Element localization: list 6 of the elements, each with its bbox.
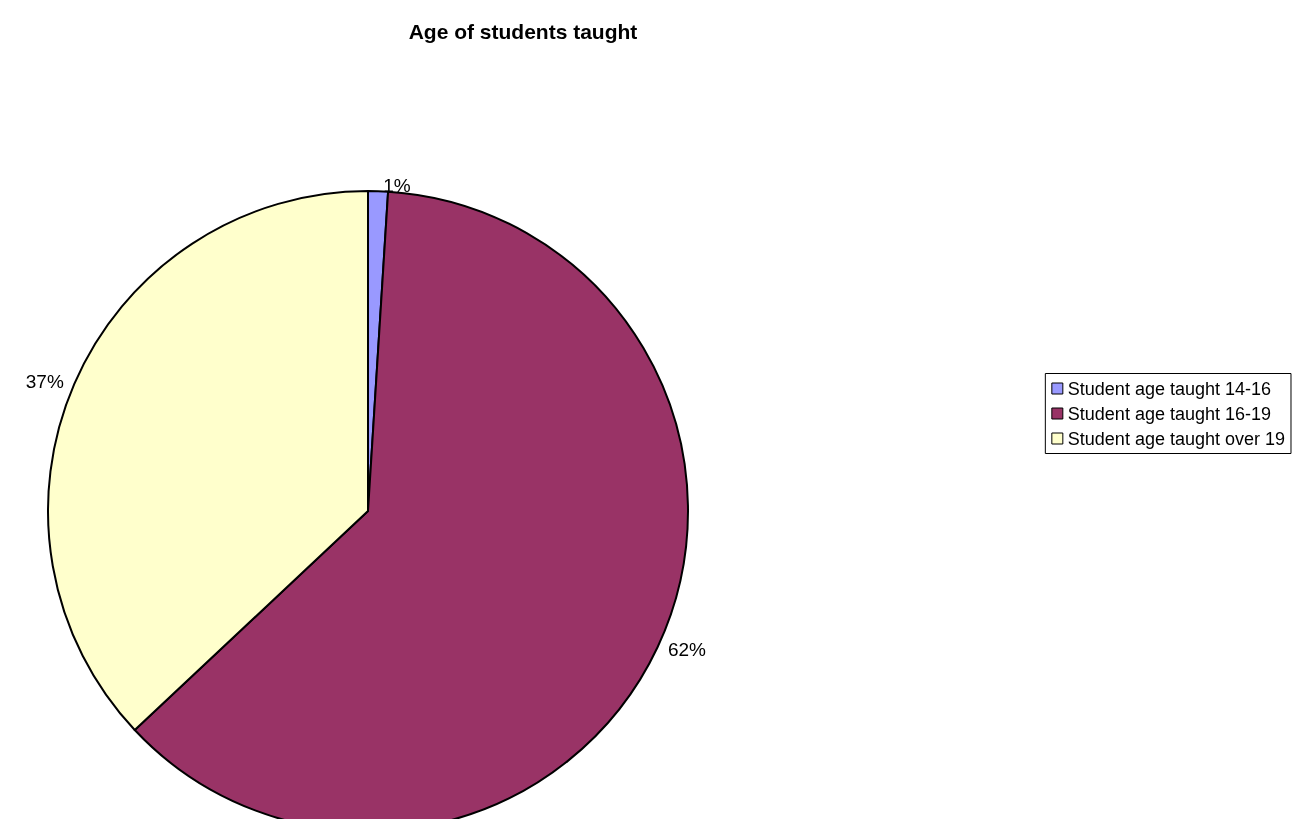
- legend-label: Student age taught 14-16: [1067, 378, 1271, 399]
- data-label: 62%: [667, 639, 707, 661]
- legend-label: Student age taught over 19: [1067, 428, 1285, 449]
- data-label: 37%: [25, 371, 64, 393]
- chart-title: Age of students taught: [408, 20, 638, 43]
- legend-label: Student age taught 16-19: [1067, 403, 1271, 424]
